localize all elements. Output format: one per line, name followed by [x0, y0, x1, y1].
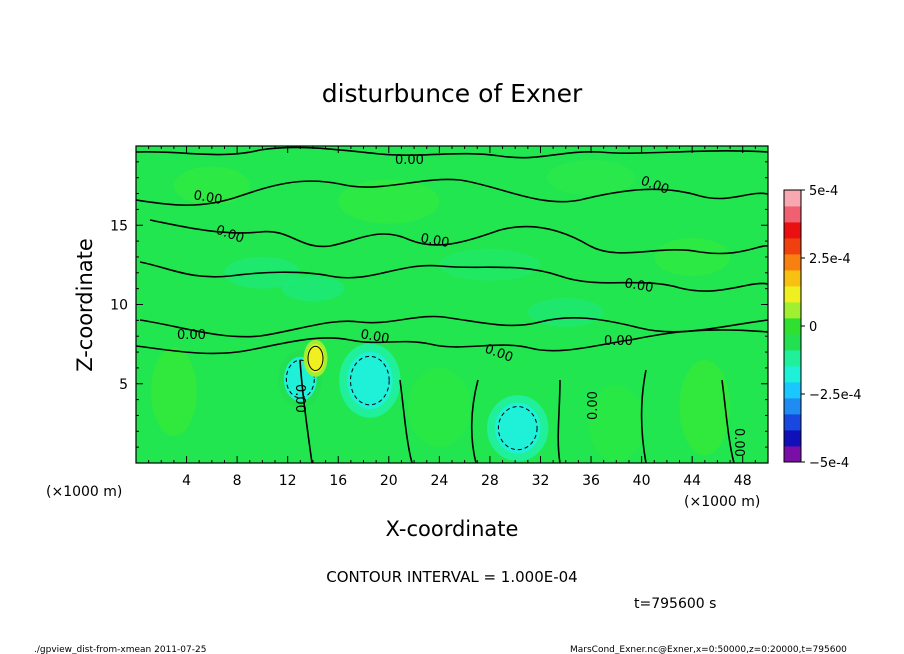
colorbar-segment	[784, 270, 801, 287]
x-tick-label: 44	[683, 473, 701, 489]
positive-anomaly	[306, 344, 325, 373]
plot-area: 0.00 0.00 0.00 0.00 0.00 0.00 0.00 0.00 0.00 0.00…	[110, 145, 769, 489]
x-tick-label: 24	[430, 473, 448, 489]
colorbar-segment	[784, 446, 801, 463]
positive-contour	[307, 345, 324, 372]
colorbar-segment	[784, 238, 801, 255]
contour-label: 0.00	[192, 188, 223, 208]
colorbar-segment	[784, 398, 801, 415]
shade-region	[527, 298, 604, 327]
zero-contour	[135, 146, 769, 159]
contour-label: 0.00	[623, 276, 654, 296]
colorbar-tick-label: −2.5e-4	[809, 388, 862, 403]
zero-contour	[399, 379, 413, 464]
colorbar-tick-label: 2.5e-4	[809, 252, 851, 267]
colorbar-segment	[784, 414, 801, 431]
contour-label: 0.00	[359, 327, 390, 347]
contour-interval-text: CONTOUR INTERVAL = 1.000E-04	[326, 568, 577, 586]
zero-contour	[139, 315, 769, 338]
colorbar-segment	[784, 286, 801, 303]
contour-label: 0.00	[604, 334, 633, 349]
contour-label: 0.00	[177, 328, 206, 343]
zero-contour	[557, 379, 561, 464]
zero-contour	[299, 359, 313, 464]
shade-region	[151, 347, 197, 437]
colorbar-segment	[784, 350, 801, 367]
negative-contour	[497, 406, 538, 451]
shade-region	[679, 359, 731, 456]
contour-label: 0.00	[395, 153, 424, 168]
colorbar-segment	[784, 302, 801, 319]
shade-region	[338, 179, 440, 224]
x-tick-label: 16	[329, 473, 347, 489]
y-tick-label: 15	[110, 218, 128, 234]
x-axis-units: (×1000 m)	[684, 494, 760, 510]
x-tick-label: 48	[734, 473, 752, 489]
shade-region	[654, 237, 731, 276]
shade-region	[588, 385, 645, 462]
footer-left: ./gpview_dist-from-xmean 2011-07-25	[34, 645, 206, 654]
colorbar-tick-label: 0	[809, 320, 817, 335]
zero-contour	[135, 178, 769, 206]
x-tick-label: 28	[481, 473, 499, 489]
x-tick-label: 36	[582, 473, 600, 489]
x-tick-label: 40	[633, 473, 651, 489]
y-tick-label: 10	[110, 298, 128, 314]
colorbar: 5e-4 2.5e-4 0 −2.5e-4 −5e-4	[783, 184, 862, 471]
x-tick-label: 20	[380, 473, 398, 489]
zero-contour	[470, 379, 479, 464]
time-text: t=795600 s	[634, 596, 716, 612]
colorbar-segment	[784, 334, 801, 351]
colorbar-segment	[784, 366, 801, 383]
colorbar-segment	[784, 222, 801, 239]
negative-anomaly	[494, 402, 541, 454]
colorbar-segment	[784, 382, 801, 399]
negative-contour	[350, 355, 390, 406]
zero-contour	[149, 219, 769, 255]
footer-right: MarsCond_Exner.nc@Exner,x=0:50000,z=0:20…	[570, 645, 847, 654]
x-axis-label: X-coordinate	[386, 517, 519, 541]
x-tick-label: 4	[182, 473, 191, 489]
colorbar-segment	[784, 254, 801, 271]
colorbar-segment	[784, 206, 801, 223]
zero-contour	[135, 329, 769, 355]
colorbar-tick-label: −5e-4	[809, 456, 849, 471]
shade-region	[546, 160, 636, 196]
zero-contour	[640, 369, 647, 464]
contour-label: 0.00	[292, 384, 307, 413]
shade-region	[439, 249, 541, 281]
shade-region	[281, 275, 345, 302]
colorbar-segment	[784, 430, 801, 447]
colorbar-segment	[784, 318, 801, 335]
contour-label: 0.00	[731, 428, 746, 457]
zero-contour	[721, 379, 735, 464]
x-tick-label: 12	[279, 473, 297, 489]
shade-region	[407, 367, 471, 448]
shade-region	[173, 166, 250, 205]
zero-contour	[139, 261, 769, 292]
contour-label: 0.00	[586, 391, 601, 420]
y-axis-units: (×1000 m)	[46, 484, 122, 500]
x-tick-label: 32	[532, 473, 550, 489]
chart-title: disturbunce of Exner	[322, 79, 583, 108]
x-tick-label: 8	[233, 473, 242, 489]
y-tick-label: 5	[119, 377, 128, 393]
y-axis-label: Z-coordinate	[73, 238, 97, 372]
colorbar-segment	[784, 190, 801, 207]
negative-anomaly	[347, 352, 393, 410]
contour-label: 0.00	[419, 231, 450, 251]
colorbar-tick-label: 5e-4	[809, 184, 838, 199]
